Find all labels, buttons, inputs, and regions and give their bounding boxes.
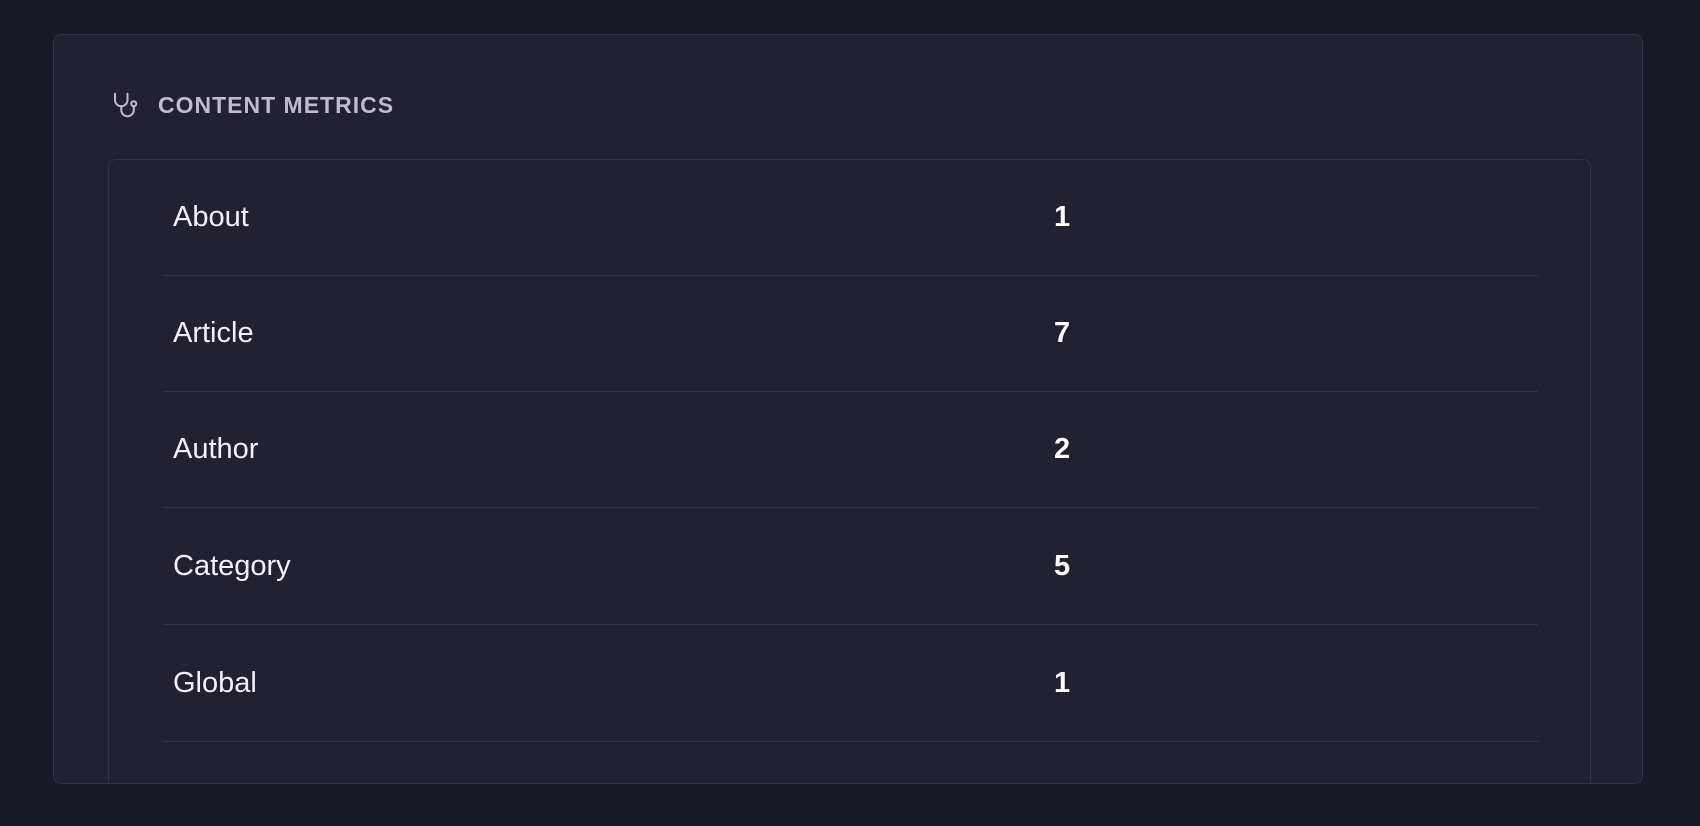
row-value: 1 bbox=[1054, 667, 1071, 699]
row-label: Author bbox=[173, 433, 259, 465]
row-label: Category bbox=[173, 550, 291, 582]
table-row: Article 7 bbox=[163, 276, 1538, 392]
panel-title: CONTENT METRICS bbox=[158, 91, 395, 118]
row-value: 1 bbox=[1054, 201, 1071, 233]
row-value: 7 bbox=[1054, 317, 1071, 349]
table-row: Category 5 bbox=[163, 509, 1538, 625]
panel-header: CONTENT METRICS bbox=[110, 90, 394, 120]
table-row: Author 2 bbox=[163, 392, 1538, 508]
table-row: About 1 bbox=[163, 160, 1538, 276]
content-metrics-panel: CONTENT METRICS About 1 Article 7 Author… bbox=[53, 34, 1643, 784]
stethoscope-icon bbox=[114, 92, 138, 118]
metrics-table: About 1 Article 7 Author 2 Category 5 Gl… bbox=[108, 159, 1591, 783]
row-value: 5 bbox=[1054, 550, 1071, 582]
row-label: Global bbox=[173, 667, 257, 699]
row-label: Article bbox=[173, 317, 254, 349]
row-value: 2 bbox=[1054, 433, 1071, 465]
table-row: Global 1 bbox=[163, 626, 1538, 742]
row-label: About bbox=[173, 201, 249, 233]
